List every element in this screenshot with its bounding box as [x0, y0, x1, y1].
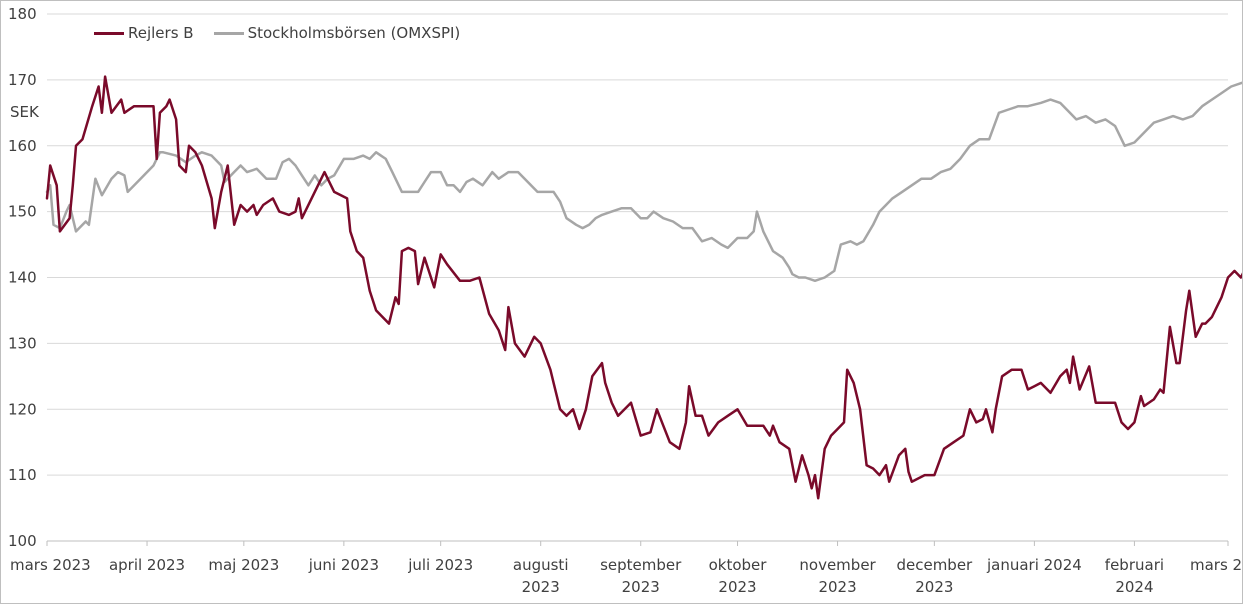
series-line-omxspi — [45, 81, 1243, 283]
legend-swatch-omxspi — [213, 31, 244, 35]
legend: Rejlers B Stockholmsbörsen (OMXSPI) — [94, 24, 480, 42]
legend-swatch-rejlers — [94, 31, 124, 35]
x-tick-label: februari — [1105, 556, 1164, 574]
x-tick-label: juli 2023 — [407, 556, 473, 574]
series-line-rejlers — [45, 75, 1243, 500]
x-tick-label: november — [799, 556, 876, 574]
legend-label-rejlers: Rejlers B — [128, 24, 194, 42]
y-axis-label: SEK — [10, 103, 39, 121]
x-axis: mars 2023 april 2023 maj 2023 juni 2023 juli… — [10, 541, 1243, 596]
x-tick-label: juni 2023 — [308, 556, 379, 574]
x-tick-label: augusti — [513, 556, 569, 574]
y-tick-label: 140 — [8, 269, 37, 287]
x-tick-label: mars 2023 — [10, 556, 91, 574]
x-tick-label: januari 2024 — [986, 556, 1082, 574]
y-tick-label: 130 — [8, 334, 37, 352]
x-tick-label: 2023 — [622, 578, 660, 596]
legend-item-omxspi: Stockholmsbörsen (OMXSPI) — [213, 24, 461, 42]
x-tick-label: december — [896, 556, 973, 574]
gridlines — [47, 13, 1228, 542]
x-tick-label: april 2023 — [109, 556, 185, 574]
y-tick-label: 150 — [8, 203, 37, 221]
y-tick-label: 160 — [8, 137, 37, 155]
x-tick-label: 2023 — [522, 578, 560, 596]
y-tick-label: 180 — [8, 5, 37, 23]
y-tick-label: 170 — [8, 71, 37, 89]
legend-label-omxspi: Stockholmsbörsen (OMXSPI) — [247, 24, 461, 42]
y-tick-label: 110 — [8, 466, 37, 484]
x-tick-label: 2023 — [718, 578, 756, 596]
series-lines — [45, 75, 1243, 500]
legend-item-rejlers: Rejlers B — [94, 24, 194, 42]
y-tick-label: 120 — [8, 400, 37, 418]
x-tick-label: september — [600, 556, 682, 574]
x-tick-label: oktober — [709, 556, 768, 574]
x-tick-label: mars 20 — [1190, 556, 1243, 574]
x-tick-label: 2024 — [1115, 578, 1153, 596]
x-tick-label: maj 2023 — [208, 556, 279, 574]
x-tick-label: 2023 — [915, 578, 953, 596]
y-tick-label: 100 — [8, 532, 37, 550]
x-tick-label: 2023 — [818, 578, 856, 596]
y-axis: 100 110 120 130 140 150 160 170 180 — [8, 5, 37, 550]
